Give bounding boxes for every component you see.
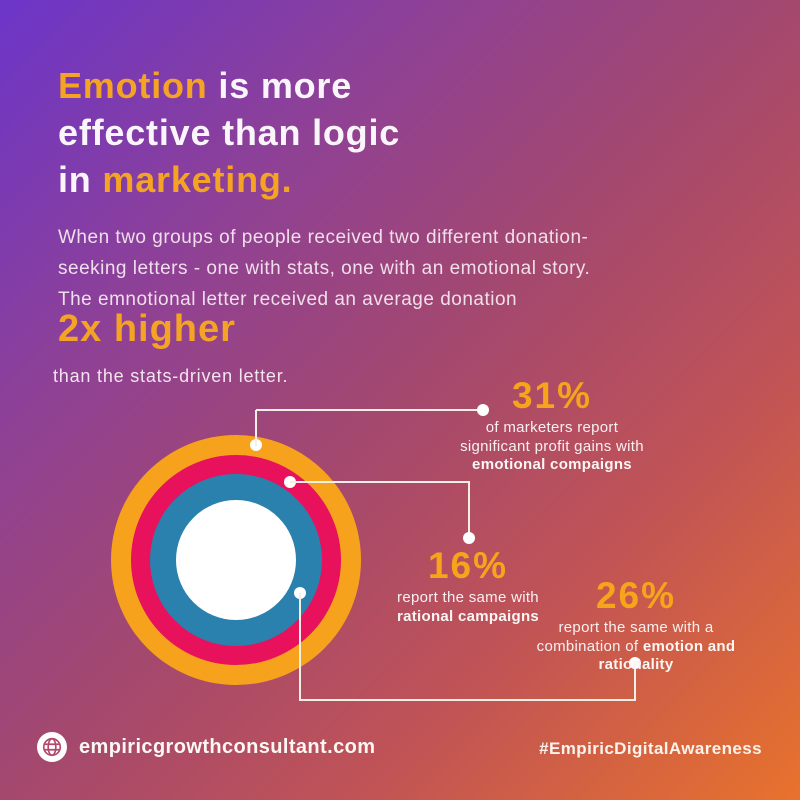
connector-31-line-horizontal [256,409,484,411]
stat-26-value: 26% [595,575,677,616]
connector-16-line-horizontal [290,481,470,483]
stat-block-26: 26% report the same with a combination o… [536,576,736,675]
stat-31-line-2: significant profit gains with [460,437,644,455]
stat-31-description: of marketers report significant profit g… [452,419,652,475]
title-accent-marketing: marketing. [102,159,293,200]
intro-line-3: The emnotional letter received an averag… [58,289,518,310]
key-stat-caption: than the stats-driven letter. [53,366,289,386]
connector-26-label-dot [629,657,641,669]
chart-center-disc [176,500,296,620]
connector-16-label-dot [463,532,475,544]
stat-block-16: 16% report the same with rational campai… [368,546,568,626]
title-line-3-prefix: in [58,159,103,200]
globe-icon [37,732,67,762]
key-stat-value: 2x higher [58,308,236,350]
stat-26-description: report the same with a combination of em… [536,619,736,675]
stat-31-value: 31% [511,375,593,416]
connector-26-line-vertical-left [299,593,301,700]
stat-16-value: 16% [427,545,509,586]
page-title: Emotion is more effective than logic in … [58,62,400,203]
website-url: empiricgrowthconsultant.com [79,735,376,758]
stat-16-bold-label: rational campaigns [396,607,540,625]
connector-31-label-dot [477,404,489,416]
intro-paragraph: When two groups of people received two d… [58,222,590,315]
stat-26-line-1: report the same with a [558,619,714,636]
stat-16-line-1: report the same with [397,589,539,606]
stat-block-31: 31% of marketers report significant prof… [452,376,652,475]
title-line-2: effective than logic [58,112,401,153]
footer-website: empiricgrowthconsultant.com [37,732,375,762]
stat-16-description: report the same with rational campaigns [368,589,568,626]
title-rest-1: is more [207,65,353,106]
campaign-hashtag: #EmpiricDigitalAwareness [539,739,762,758]
connector-26-line-vertical-right [634,663,636,701]
intro-line-1: When two groups of people received two d… [58,227,589,248]
stat-26-line-2-bold: emotion and [642,637,736,655]
stat-31-line-1: of marketers report [485,419,619,436]
connector-16-line-vertical [468,482,470,538]
intro-line-2: seeking letters - one with stats, one wi… [58,258,591,279]
title-accent-emotion: Emotion [58,65,208,106]
connector-26-line-horizontal [299,699,636,701]
stat-26-line-3-bold: rationality [598,656,674,673]
stat-31-bold-label: emotional compaigns [472,456,632,473]
connector-31-line-vertical [255,410,257,446]
stat-26-line-2-normal: combination of [536,637,643,655]
